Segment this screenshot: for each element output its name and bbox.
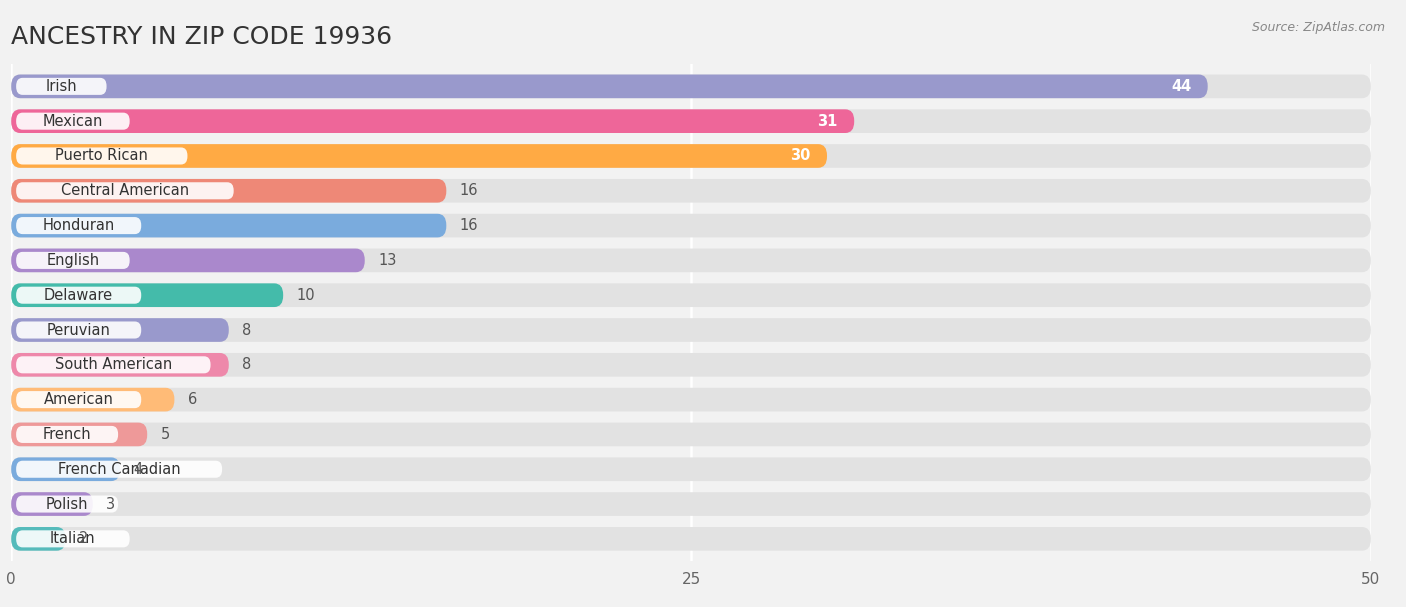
Text: 5: 5 — [160, 427, 170, 442]
FancyBboxPatch shape — [11, 144, 827, 168]
FancyBboxPatch shape — [11, 492, 93, 516]
FancyBboxPatch shape — [15, 148, 187, 164]
FancyBboxPatch shape — [15, 182, 233, 199]
FancyBboxPatch shape — [11, 214, 446, 237]
Text: Mexican: Mexican — [42, 114, 103, 129]
FancyBboxPatch shape — [15, 78, 107, 95]
Text: 8: 8 — [242, 322, 252, 337]
Text: Italian: Italian — [51, 531, 96, 546]
Text: American: American — [44, 392, 114, 407]
FancyBboxPatch shape — [15, 391, 141, 408]
FancyBboxPatch shape — [11, 283, 1371, 307]
Text: 3: 3 — [107, 497, 115, 512]
Text: Central American: Central American — [60, 183, 188, 198]
FancyBboxPatch shape — [11, 422, 1371, 446]
FancyBboxPatch shape — [11, 318, 229, 342]
FancyBboxPatch shape — [15, 287, 141, 304]
Text: 6: 6 — [188, 392, 197, 407]
FancyBboxPatch shape — [11, 109, 855, 133]
FancyBboxPatch shape — [11, 388, 174, 412]
FancyBboxPatch shape — [11, 179, 446, 203]
FancyBboxPatch shape — [11, 75, 1208, 98]
FancyBboxPatch shape — [15, 217, 141, 234]
Text: 31: 31 — [817, 114, 838, 129]
Text: Delaware: Delaware — [44, 288, 114, 303]
Text: Peruvian: Peruvian — [46, 322, 111, 337]
Text: 44: 44 — [1171, 79, 1191, 94]
FancyBboxPatch shape — [11, 144, 1371, 168]
Text: 2: 2 — [79, 531, 89, 546]
FancyBboxPatch shape — [11, 527, 66, 551]
FancyBboxPatch shape — [11, 422, 148, 446]
FancyBboxPatch shape — [15, 531, 129, 548]
Text: Irish: Irish — [45, 79, 77, 94]
Text: Puerto Rican: Puerto Rican — [55, 149, 148, 163]
FancyBboxPatch shape — [15, 495, 118, 512]
FancyBboxPatch shape — [15, 113, 129, 130]
Text: ANCESTRY IN ZIP CODE 19936: ANCESTRY IN ZIP CODE 19936 — [11, 25, 392, 49]
FancyBboxPatch shape — [11, 179, 1371, 203]
FancyBboxPatch shape — [15, 426, 118, 443]
FancyBboxPatch shape — [11, 214, 1371, 237]
Text: 16: 16 — [460, 218, 478, 233]
Text: Polish: Polish — [46, 497, 89, 512]
Text: Source: ZipAtlas.com: Source: ZipAtlas.com — [1251, 21, 1385, 34]
FancyBboxPatch shape — [11, 353, 1371, 377]
FancyBboxPatch shape — [11, 248, 1371, 272]
Text: Honduran: Honduran — [42, 218, 115, 233]
Text: 10: 10 — [297, 288, 315, 303]
Text: French Canadian: French Canadian — [58, 462, 180, 476]
FancyBboxPatch shape — [11, 109, 1371, 133]
FancyBboxPatch shape — [11, 248, 364, 272]
FancyBboxPatch shape — [11, 388, 1371, 412]
FancyBboxPatch shape — [15, 461, 222, 478]
FancyBboxPatch shape — [11, 75, 1371, 98]
FancyBboxPatch shape — [11, 458, 1371, 481]
FancyBboxPatch shape — [15, 252, 129, 269]
Text: 16: 16 — [460, 183, 478, 198]
FancyBboxPatch shape — [15, 356, 211, 373]
FancyBboxPatch shape — [11, 492, 1371, 516]
Text: South American: South American — [55, 358, 172, 372]
Text: English: English — [46, 253, 100, 268]
FancyBboxPatch shape — [11, 353, 229, 377]
Text: 4: 4 — [134, 462, 143, 476]
FancyBboxPatch shape — [11, 458, 120, 481]
FancyBboxPatch shape — [11, 318, 1371, 342]
FancyBboxPatch shape — [11, 283, 283, 307]
FancyBboxPatch shape — [11, 527, 1371, 551]
Text: 30: 30 — [790, 149, 811, 163]
Text: 13: 13 — [378, 253, 396, 268]
Text: French: French — [42, 427, 91, 442]
FancyBboxPatch shape — [15, 322, 141, 339]
Text: 8: 8 — [242, 358, 252, 372]
